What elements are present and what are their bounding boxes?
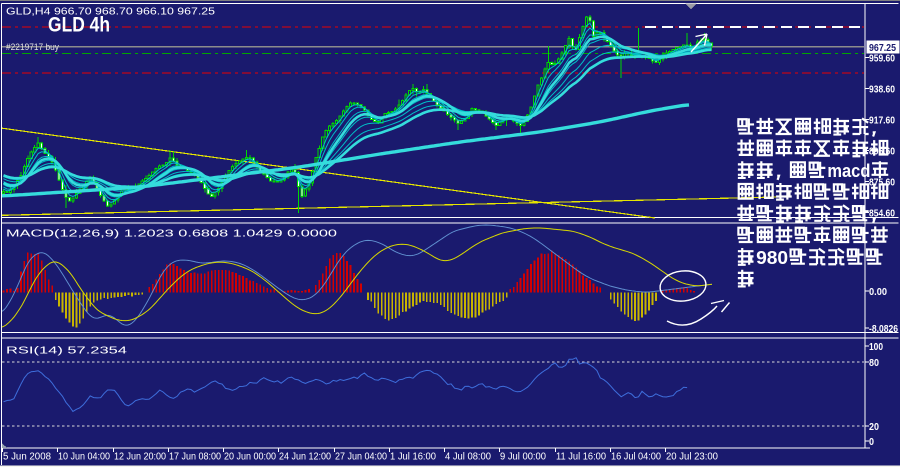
svg-text:-8.0826: -8.0826: [869, 324, 898, 335]
svg-text:11 Jul 16:00: 11 Jul 16:00: [556, 452, 606, 463]
svg-text:0: 0: [869, 437, 874, 448]
svg-text:#2219717 buy: #2219717 buy: [6, 42, 59, 53]
svg-text:959.60: 959.60: [869, 54, 895, 65]
svg-text:12 Jun 20:00: 12 Jun 20:00: [114, 452, 166, 463]
svg-text:80: 80: [869, 358, 879, 369]
svg-text:RSI(14) 57.2354: RSI(14) 57.2354: [6, 346, 128, 357]
svg-text:980: 980: [756, 247, 788, 268]
svg-text:875.60: 875.60: [869, 178, 895, 189]
svg-text:5 Jun 2008: 5 Jun 2008: [3, 452, 51, 463]
svg-text:967.25: 967.25: [869, 42, 896, 54]
svg-text:938.60: 938.60: [869, 85, 895, 96]
svg-text:20: 20: [869, 422, 879, 433]
svg-text:20 Jun 00:00: 20 Jun 00:00: [224, 452, 276, 463]
svg-text:20 Jul 23:00: 20 Jul 23:00: [666, 452, 718, 463]
svg-text:1 Jul 16:00: 1 Jul 16:00: [390, 452, 436, 463]
svg-text:0.00: 0.00: [869, 287, 887, 298]
svg-text:917.60: 917.60: [869, 116, 895, 127]
svg-text:17 Jun 08:00: 17 Jun 08:00: [169, 452, 221, 463]
svg-text:GLD 4h: GLD 4h: [48, 14, 110, 37]
svg-text:4 Jul 08:00: 4 Jul 08:00: [445, 452, 491, 463]
svg-text:10 Jun 04:00: 10 Jun 04:00: [58, 452, 110, 463]
svg-text:9 Jul 00:00: 9 Jul 00:00: [500, 452, 546, 463]
svg-text:macd: macd: [827, 160, 870, 181]
svg-text:MACD(12,26,9) 1.2023 0.6808 1.: MACD(12,26,9) 1.2023 0.6808 1.0429 0.000…: [6, 229, 338, 240]
svg-text:27 Jun 04:00: 27 Jun 04:00: [335, 452, 387, 463]
svg-text:GLD,H4 966.70 968.70 966.10 9: GLD,H4 966.70 968.70 966.10 967.25: [6, 7, 216, 18]
svg-text:16 Jul 04:00: 16 Jul 04:00: [611, 452, 661, 463]
svg-text:100: 100: [869, 342, 883, 353]
svg-text:854.60: 854.60: [869, 209, 895, 220]
svg-text:24 Jun 12:00: 24 Jun 12:00: [279, 452, 331, 463]
svg-text:896.60: 896.60: [869, 147, 895, 158]
